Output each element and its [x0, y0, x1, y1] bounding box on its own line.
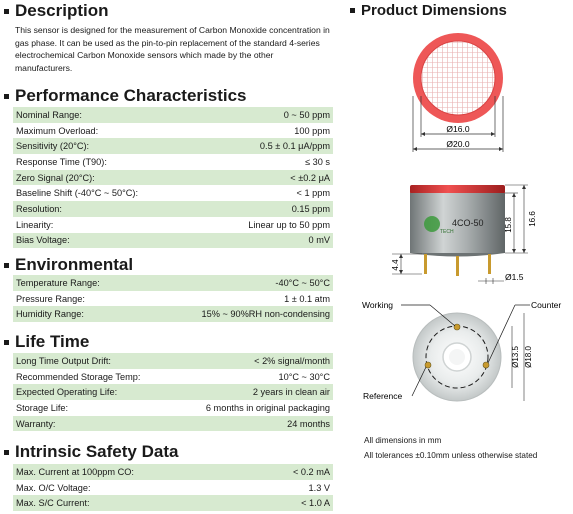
- table-row: Max. Current at 100ppm CO: < 0.2 mA: [13, 464, 333, 480]
- table-row: Temperature Range: -40°C ~ 50°C: [13, 275, 333, 291]
- table-row: Humidity Range: 15% ~ 90%RH non-condensin…: [13, 306, 333, 323]
- pin: [488, 254, 491, 274]
- table-row: Recommended Storage Temp: 10°C ~ 30°C: [13, 368, 333, 385]
- dim-pin-length-label: 4.4: [391, 259, 400, 271]
- table-row: Response Time (T90): ≤ 30 s: [13, 154, 333, 170]
- performance-heading: Performance Characteristics: [4, 86, 247, 106]
- lifetime-heading: Life Time: [4, 332, 89, 352]
- pin-counter: [482, 361, 490, 369]
- product-dimensions-heading: Product Dimensions: [350, 2, 507, 19]
- dim-outer-label: Ø20.0: [446, 139, 469, 149]
- table-row: Bias Voltage: 0 mV: [13, 232, 333, 249]
- side-view-cap: [410, 185, 505, 194]
- table-row: Warranty: 24 months: [13, 415, 333, 432]
- bullet-icon: [4, 449, 9, 455]
- bullet-icon: [4, 93, 9, 99]
- note-tolerance: All tolerances ±0.10mm unless otherwise …: [364, 451, 538, 460]
- table-row: Linearity: Linear up to 50 ppm: [13, 216, 333, 233]
- safety-table: Max. Current at 100ppm CO: < 0.2 mA Max. …: [13, 464, 333, 512]
- dim-inner-label: Ø16.0: [446, 124, 469, 134]
- table-row: Nominal Range: 0 ~ 50 ppm: [13, 107, 333, 123]
- table-row: Pressure Range: 1 ± 0.1 atm: [13, 290, 333, 307]
- label-reference: Reference: [363, 391, 402, 401]
- table-row: Maximum Overload: 100 ppm: [13, 122, 333, 139]
- table-row: Storage Life: 6 months in original packag…: [13, 400, 333, 416]
- bullet-icon: [350, 8, 355, 13]
- brand-label: TECH: [440, 229, 454, 235]
- side-view-drawing: TECH 4CO-50 15.8 16.6 4.4 Ø1.5: [391, 184, 537, 284]
- label-counter: Counter: [531, 300, 561, 310]
- table-row: Expected Operating Life: 2 years in clean…: [13, 384, 333, 401]
- dim-height-total-label: 16.6: [528, 211, 537, 227]
- top-view-mesh: [420, 40, 496, 116]
- dim-pin-circle-label: Ø13.5: [511, 346, 520, 368]
- safety-heading: Intrinsic Safety Data: [4, 442, 178, 462]
- dim-base-label: Ø18.0: [524, 346, 533, 368]
- lifetime-table: Long Time Output Drift: < 2% signal/month…: [13, 353, 333, 432]
- label-working: Working: [362, 300, 393, 310]
- bullet-icon: [4, 339, 9, 345]
- dim-pin-dia-label: Ø1.5: [505, 272, 524, 282]
- table-row: Zero Signal (20°C): < ±0.2 μA: [13, 169, 333, 186]
- dim-height-body-label: 15.8: [504, 217, 513, 233]
- table-row: Max. S/C Current: < 1.0 A: [13, 495, 333, 512]
- note-units: All dimensions in mm: [364, 436, 442, 445]
- table-row: Baseline Shift (-40°C ~ 50°C): < 1 ppm: [13, 185, 333, 202]
- bullet-icon: [4, 262, 9, 268]
- brand-logo-icon: [424, 216, 440, 232]
- pin: [456, 256, 459, 276]
- environmental-heading: Environmental: [4, 255, 133, 275]
- pin-working: [453, 323, 461, 331]
- table-row: Max. O/C Voltage: 1.3 V: [13, 479, 333, 496]
- pin: [424, 254, 427, 274]
- bottom-view-drawing: Working Counter Reference Ø13.5 Ø18.0: [362, 300, 561, 402]
- description-text: This sensor is designed for the measurem…: [15, 25, 330, 73]
- performance-table: Nominal Range: 0 ~ 50 ppm Maximum Overloa…: [13, 107, 333, 249]
- table-row: Sensitivity (20°C): 0.5 ± 0.1 μA/ppm: [13, 138, 333, 155]
- pin-reference: [424, 361, 432, 369]
- environmental-table: Temperature Range: -40°C ~ 50°C Pressure …: [13, 275, 333, 323]
- top-view-drawing: Ø16.0 Ø20.0: [412, 33, 504, 152]
- bullet-icon: [4, 8, 9, 14]
- model-label: 4CO-50: [452, 218, 484, 228]
- table-row: Long Time Output Drift: < 2% signal/month: [13, 353, 333, 369]
- description-heading: Description: [4, 1, 109, 21]
- table-row: Resolution: 0.15 ppm: [13, 201, 333, 217]
